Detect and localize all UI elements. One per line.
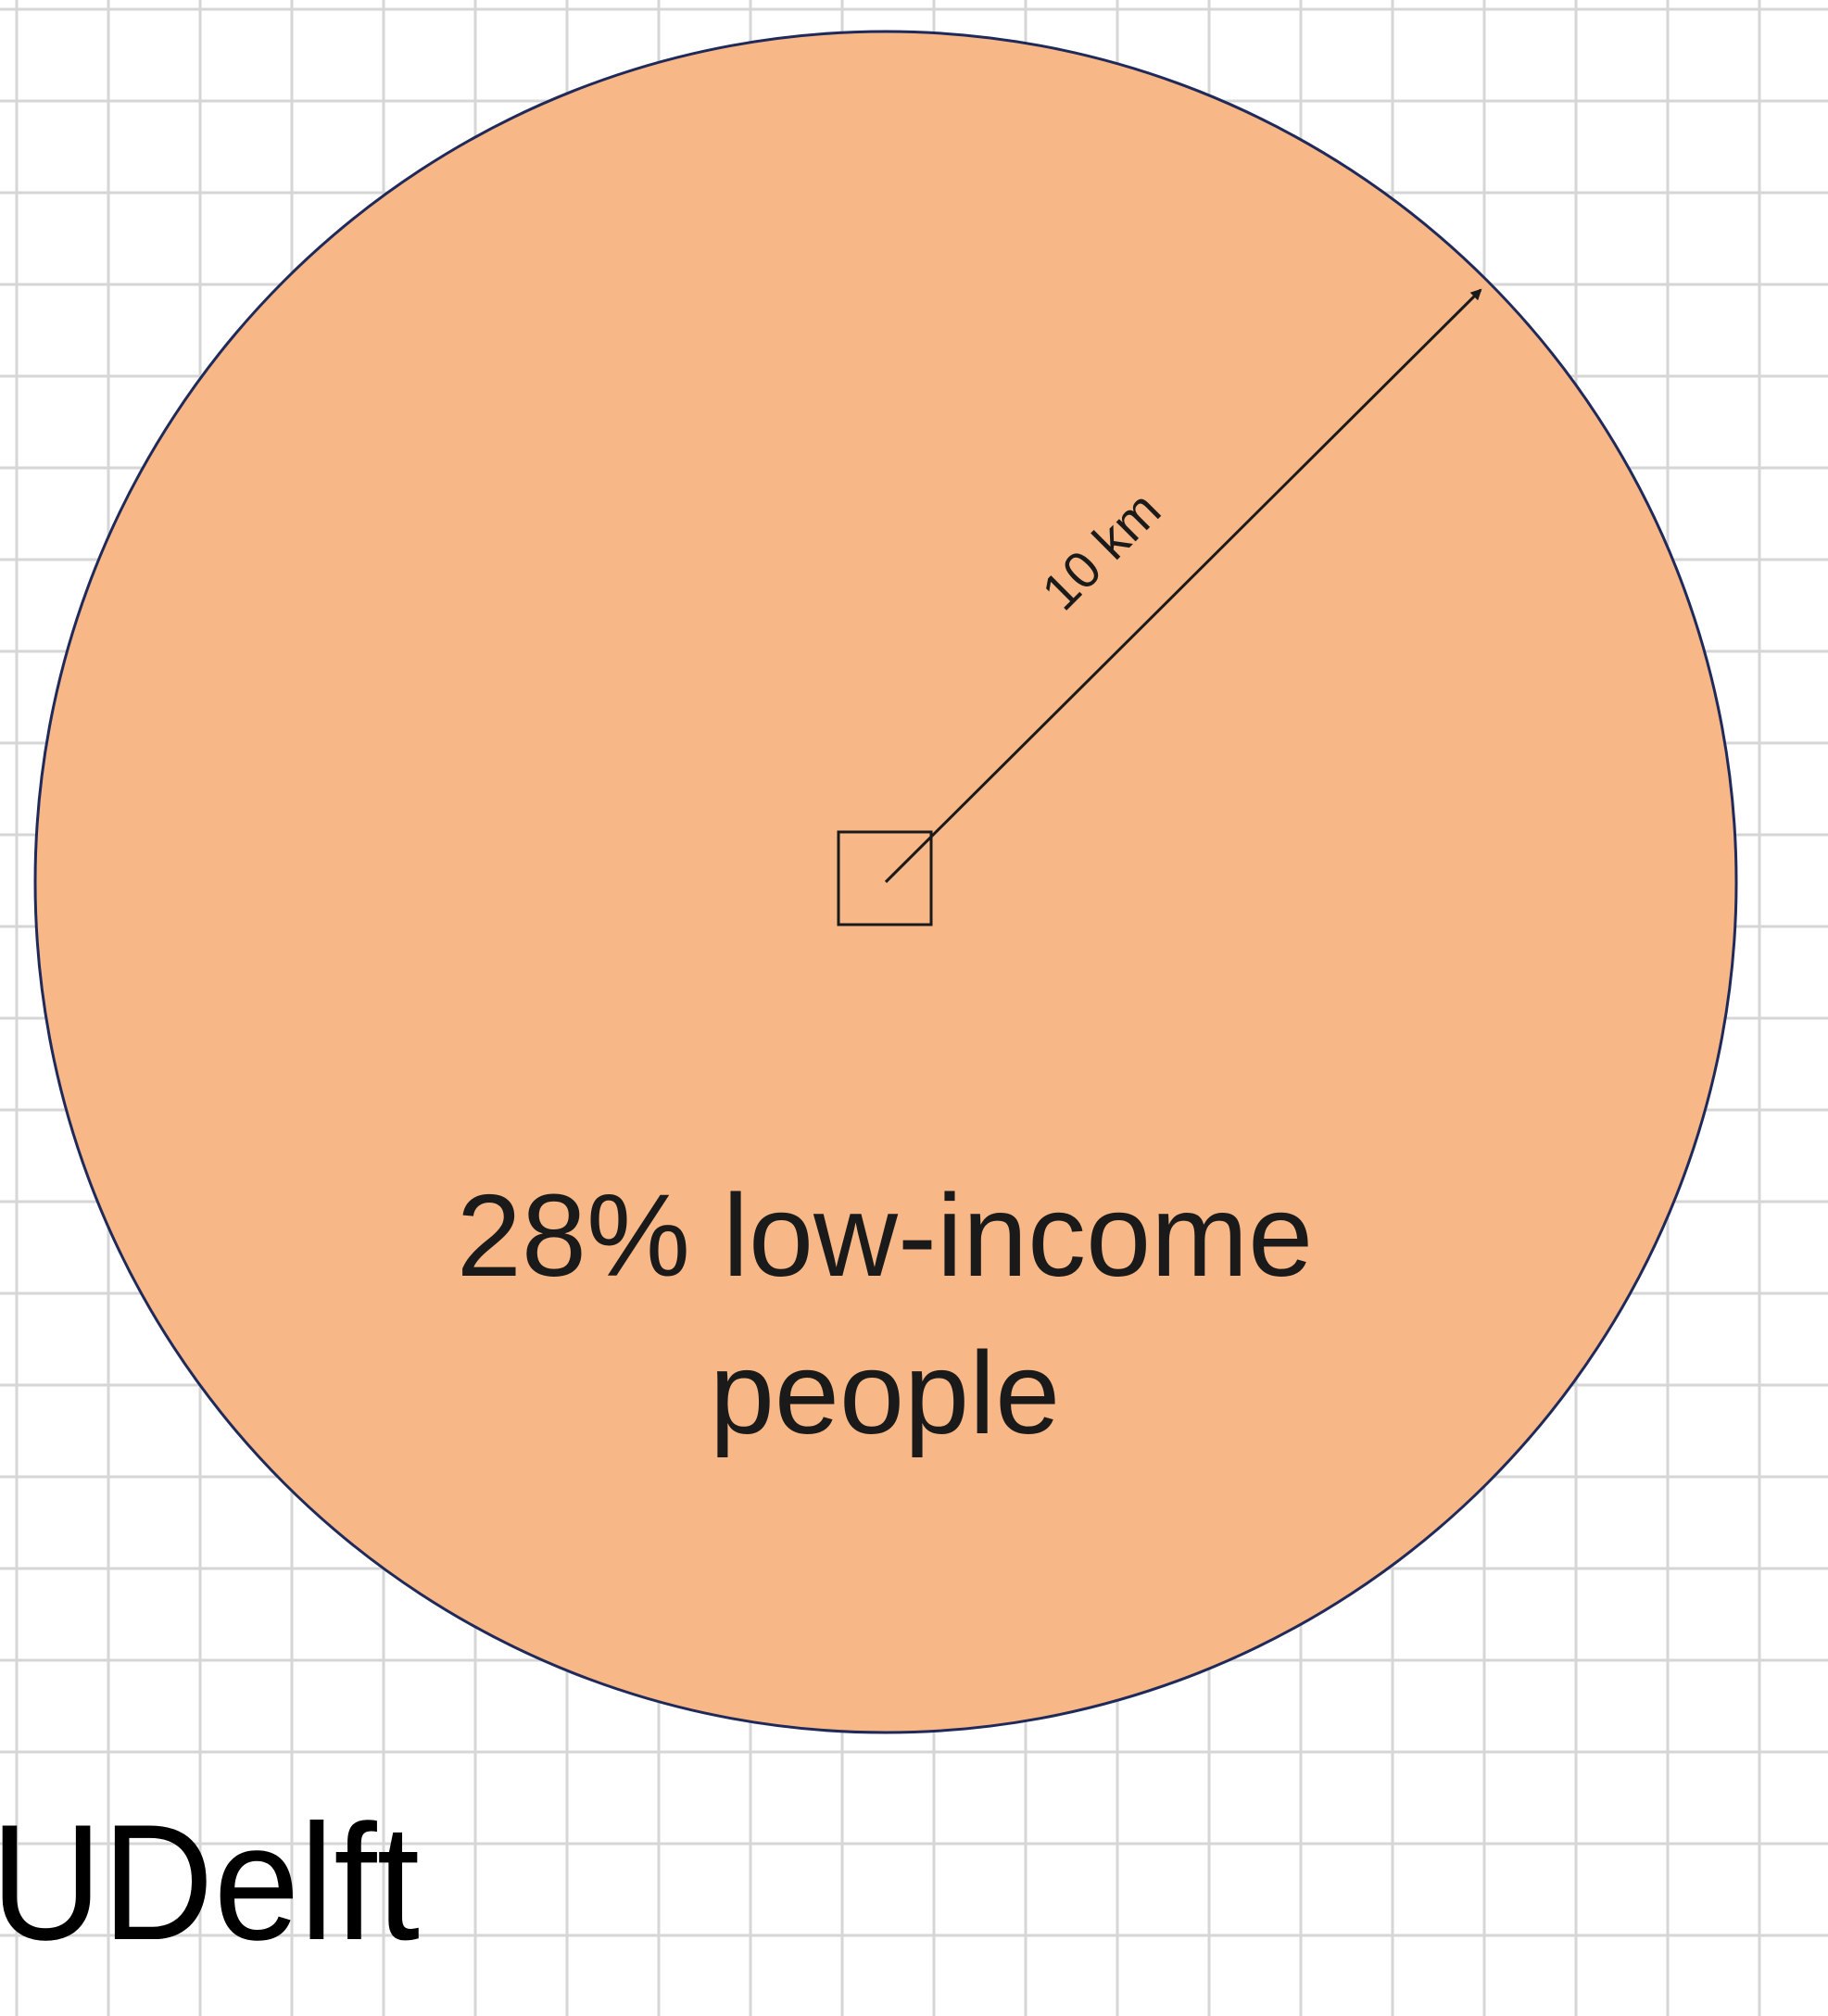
radius-arrow <box>884 288 1482 884</box>
caption-line-1: 28% low-income <box>457 1170 1313 1301</box>
tudelft-logo: TUDelft <box>0 1790 420 1974</box>
center-square-marker <box>837 830 933 926</box>
caption-line-2: people <box>710 1328 1060 1458</box>
